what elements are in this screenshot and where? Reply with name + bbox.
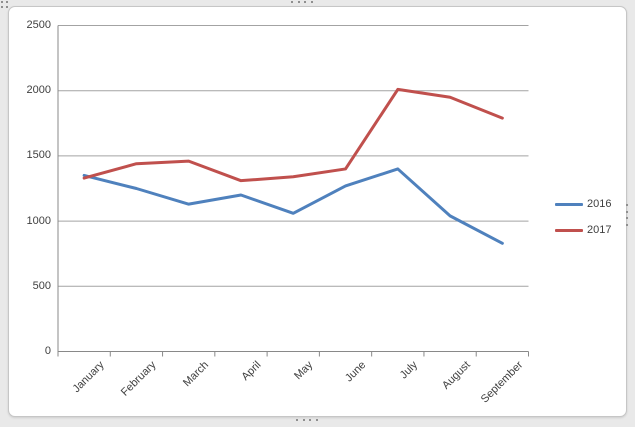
handle-dot (309, 419, 311, 421)
y-axis-label: 2000 (26, 84, 51, 97)
handle-dot (304, 1, 306, 3)
handle-dot (1, 1, 3, 3)
handle-dot (626, 204, 628, 206)
handle-dot (296, 419, 298, 421)
y-axis-label: 2500 (26, 19, 51, 31)
series-line-2016[interactable] (82, 167, 504, 245)
selection-handle-top-center[interactable] (291, 1, 313, 3)
handle-dot (6, 1, 8, 3)
y-axis-label: 500 (32, 279, 51, 292)
handle-dot (310, 1, 313, 3)
handle-dot (626, 223, 628, 226)
handle-dot (626, 217, 628, 219)
handle-dot (291, 1, 293, 3)
plot-area[interactable] (9, 7, 626, 416)
legend-entry-2017[interactable]: 2017 (555, 217, 611, 243)
selection-handle-top-left[interactable] (1, 1, 9, 9)
legend[interactable]: 2016 2017 (555, 191, 611, 243)
selection-handle-right-center[interactable] (626, 204, 628, 226)
handle-dot (6, 6, 8, 8)
chart-object[interactable]: 0 500 1000 1500 2000 2500 January February Marc… (8, 6, 627, 417)
series-line-2017[interactable] (82, 87, 504, 183)
y-axis-label: 0 (44, 345, 51, 357)
legend-line-swatch (555, 202, 583, 206)
legend-label: 2016 (587, 198, 612, 210)
legend-label: 2017 (587, 224, 612, 236)
handle-dot (302, 419, 305, 421)
y-axis-label: 1000 (26, 214, 51, 227)
selection-handle-bottom-center[interactable] (296, 419, 318, 421)
handle-dot (315, 419, 318, 421)
legend-line-swatch (555, 228, 583, 232)
handle-dot (1, 6, 3, 8)
handle-dot (626, 210, 628, 213)
y-axis-label: 1500 (26, 149, 51, 162)
handle-dot (297, 1, 300, 3)
legend-entry-2016[interactable]: 2016 (555, 191, 611, 217)
